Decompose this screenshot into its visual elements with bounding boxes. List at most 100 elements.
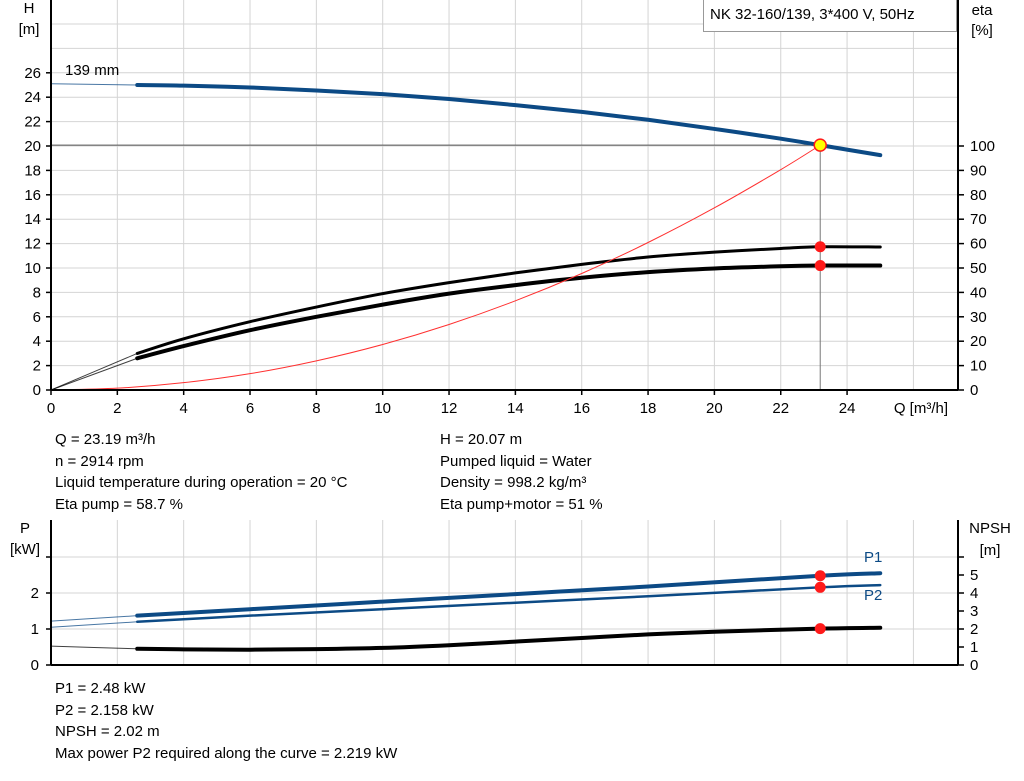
y-left-tick-label: 4 xyxy=(33,333,41,350)
y-right-tick-label: 1 xyxy=(970,639,978,656)
x-tick-label: 16 xyxy=(573,400,590,417)
y-right-tick-label: 90 xyxy=(970,162,987,179)
p2-value: P2 = 2.158 kW xyxy=(55,701,154,719)
y-right-tick-label: 10 xyxy=(970,358,987,375)
chart-title: NK 32-160/139, 3*400 V, 50Hz xyxy=(703,0,957,32)
y-left-tick-label: 26 xyxy=(24,65,41,82)
system-curve-curve xyxy=(50,144,821,391)
eta-pump-value: Eta pump = 58.7 % xyxy=(55,495,183,513)
info-right-column: H = 20.07 m Pumped liquid = Water Densit… xyxy=(440,429,603,515)
eta-pump-curve-extension xyxy=(50,352,138,391)
impeller-diameter-annotation: 139 mm xyxy=(65,62,119,79)
y-left-tick-label: 1 xyxy=(31,621,39,638)
x-tick-label: 20 xyxy=(706,400,723,417)
duty-point-marker xyxy=(813,138,827,152)
y-left-tick-label: 16 xyxy=(24,187,41,204)
x-axis-label: Q [m³/h] xyxy=(894,400,948,417)
y-right-tick-label: 30 xyxy=(970,309,987,326)
head-value: H = 20.07 m xyxy=(440,431,523,448)
info-left-column: Q = 23.19 m³/h n = 2914 rpm Liquid tempe… xyxy=(55,429,347,515)
flow-value: Q = 23.19 m³/h xyxy=(55,431,156,448)
pumped-liquid-value: Pumped liquid = Water xyxy=(440,452,592,470)
y-left-tick-label: 2 xyxy=(31,585,39,602)
y-right-tick-label: 3 xyxy=(970,603,978,620)
y-right-tick-label: 80 xyxy=(970,187,987,204)
y-right-tick-label: 20 xyxy=(970,333,987,350)
p1-duty-marker xyxy=(814,570,826,582)
x-tick-label: 18 xyxy=(640,400,657,417)
x-tick-label: 6 xyxy=(246,400,254,417)
y-right-tick-label: 4 xyxy=(970,585,978,602)
p2-duty-marker xyxy=(814,581,826,593)
y-right-tick-label: 100 xyxy=(970,138,995,155)
head-chart-grid xyxy=(51,0,958,390)
x-tick-label: 10 xyxy=(374,400,391,417)
x-tick-label: 8 xyxy=(312,400,320,417)
eta-pump-motor-curve xyxy=(135,263,883,361)
y-left-axis-unit: [m] xyxy=(19,21,40,38)
y-left-axis-label: H xyxy=(24,0,35,17)
y-left-tick-label: 6 xyxy=(33,309,41,326)
p1-series-label: P1 xyxy=(864,549,882,566)
speed-value: n = 2914 rpm xyxy=(55,452,144,470)
eta-pump-motor-value: Eta pump+motor = 51 % xyxy=(440,495,603,513)
head-chart-curves xyxy=(50,83,883,391)
p1-value: P1 = 2.48 kW xyxy=(55,680,146,697)
x-tick-label: 0 xyxy=(47,400,55,417)
axis-labels: 0 2 4 6 8 10 12 14 16 18 20 22 24 Q [m³/h]02468101214… xyxy=(10,0,1011,674)
y-right-tick-label: 5 xyxy=(970,567,978,584)
power-chart-curves xyxy=(50,571,883,652)
head-curve-extension xyxy=(50,83,138,86)
y-right-axis-unit: [%] xyxy=(971,22,993,39)
x-tick-label: 2 xyxy=(113,400,121,417)
y-left-tick-label: 22 xyxy=(24,114,41,131)
y-right-tick-label: 60 xyxy=(970,236,987,253)
y-left-tick-label: 0 xyxy=(31,657,39,674)
y-left-tick-label: 24 xyxy=(24,89,41,106)
y-left-axis-unit: [kW] xyxy=(10,541,40,558)
y-left-tick-label: 8 xyxy=(33,284,41,301)
y-right-tick-label: 2 xyxy=(970,621,978,638)
y-left-tick-label: 0 xyxy=(33,382,41,399)
y-left-axis-label: P xyxy=(20,520,30,537)
y-right-axis-label: NPSH xyxy=(969,520,1011,537)
y-right-tick-label: 70 xyxy=(970,211,987,228)
y-right-tick-label: 0 xyxy=(970,382,978,399)
eta-pump-duty-marker xyxy=(814,241,826,253)
y-left-tick-label: 12 xyxy=(24,236,41,253)
p2-curve-extension xyxy=(50,621,138,628)
y-right-axis-label: eta xyxy=(972,2,994,19)
head-curve xyxy=(135,83,883,158)
npsh-duty-marker xyxy=(814,623,826,635)
density-value: Density = 998.2 kg/m³ xyxy=(440,474,587,491)
y-left-tick-label: 20 xyxy=(24,138,41,155)
p2-curve xyxy=(135,583,882,624)
npsh-value: NPSH = 2.02 m xyxy=(55,723,160,740)
npsh-curve-extension xyxy=(50,645,138,650)
eta-pump-motor-curve-extension xyxy=(50,357,138,391)
p1-curve-extension xyxy=(50,615,138,622)
axes xyxy=(46,0,964,666)
y-left-tick-label: 14 xyxy=(24,211,41,228)
x-tick-label: 12 xyxy=(441,400,458,417)
y-left-tick-label: 18 xyxy=(24,162,41,179)
x-tick-label: 14 xyxy=(507,400,524,417)
x-tick-label: 4 xyxy=(180,400,188,417)
p2-series-label: P2 xyxy=(864,587,882,604)
p1-curve xyxy=(135,571,883,618)
y-right-tick-label: 0 xyxy=(970,657,978,674)
max-power-value: Max power P2 required along the curve = … xyxy=(55,744,398,762)
eta-pump-curve xyxy=(135,245,882,355)
markers xyxy=(813,138,827,635)
y-left-tick-label: 2 xyxy=(33,358,41,375)
y-left-tick-label: 10 xyxy=(24,260,41,277)
y-right-tick-label: 50 xyxy=(970,260,987,277)
y-right-axis-unit: [m] xyxy=(980,542,1001,559)
x-tick-label: 24 xyxy=(839,400,856,417)
info-bottom: P1 = 2.48 kW P2 = 2.158 kW NPSH = 2.02 m… xyxy=(55,678,397,764)
x-tick-label: 22 xyxy=(772,400,789,417)
y-right-tick-label: 40 xyxy=(970,284,987,301)
eta-pump-motor-duty-marker xyxy=(814,260,826,272)
npsh-curve xyxy=(135,625,883,652)
